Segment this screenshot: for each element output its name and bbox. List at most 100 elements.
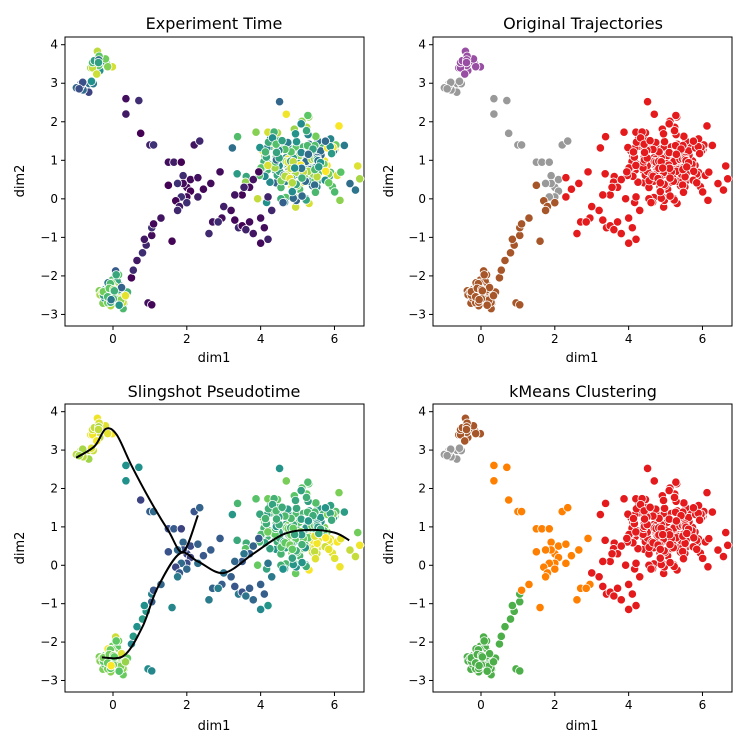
data-point (665, 173, 675, 183)
data-point (172, 205, 183, 215)
data-point (297, 191, 307, 201)
data-point (561, 192, 571, 202)
data-point (671, 149, 681, 159)
plot-area: 0 2 4 6 −3 −2 −1 0 1 2 3 4 (40, 38, 365, 346)
y-tick-label: 2 (418, 481, 426, 495)
data-point (631, 558, 641, 568)
data-point (297, 540, 307, 550)
data-point (619, 494, 629, 504)
data-point (631, 192, 641, 202)
data-point (311, 498, 321, 508)
data-point (489, 94, 499, 104)
data-point (271, 514, 282, 524)
data-point (655, 178, 665, 188)
data-point (93, 424, 104, 435)
data-point (287, 544, 297, 554)
data-point (345, 179, 355, 189)
data-point (291, 503, 302, 513)
data-point (678, 554, 689, 564)
data-point (114, 666, 124, 676)
data-point (616, 228, 626, 239)
data-point (627, 223, 637, 233)
data-point (442, 451, 452, 461)
plot-frame (64, 36, 365, 327)
data-point (278, 198, 288, 208)
data-point (474, 295, 484, 305)
data-point (93, 58, 104, 68)
y-tick-label: 4 (50, 405, 58, 419)
data-point (206, 178, 216, 189)
data-point (505, 248, 516, 258)
data-point (688, 136, 699, 146)
data-point (330, 553, 340, 563)
data-point (136, 128, 146, 138)
data-point (355, 540, 365, 550)
data-point (595, 509, 605, 520)
data-point (287, 553, 297, 563)
data-point (631, 160, 641, 170)
y-tick-label: 4 (418, 405, 426, 419)
plot-area: 0 2 4 6 −3 −2 −1 0 1 2 3 4 (408, 405, 733, 712)
data-point (688, 503, 699, 513)
data-point (631, 600, 641, 611)
data-point (479, 636, 489, 646)
data-point (609, 591, 619, 601)
principal-curve (101, 528, 350, 660)
data-point (103, 62, 113, 72)
y-tick-label: 4 (418, 38, 426, 52)
data-point (147, 666, 157, 676)
data-point (230, 215, 240, 225)
data-point (695, 148, 705, 159)
y-tick-label: 4 (50, 38, 58, 52)
data-point (460, 69, 470, 79)
panel-slingshot-pseudotime: Slingshot Pseudotime 0 2 4 6 −3 −2 −1 0 1 2 3 4 dim… (13, 382, 365, 734)
y-tick-label: −1 (408, 230, 426, 244)
data-point (156, 213, 166, 223)
data-point (244, 583, 255, 593)
data-point (587, 568, 597, 578)
data-point (136, 495, 146, 505)
data-point (350, 185, 361, 195)
data-point (226, 572, 236, 582)
data-point (535, 602, 545, 613)
data-point (500, 622, 510, 632)
data-point (616, 541, 626, 551)
data-point (703, 562, 713, 572)
y-tick-label: −2 (40, 635, 58, 649)
data-point (598, 190, 608, 200)
data-point (707, 140, 717, 151)
data-point (287, 187, 297, 197)
data-point (198, 184, 209, 194)
plot-frame (64, 403, 365, 693)
data-point (482, 666, 492, 676)
data-point (658, 163, 668, 173)
data-point (256, 213, 266, 223)
y-tick-label: 1 (418, 520, 426, 534)
data-point (658, 129, 669, 139)
data-point (507, 234, 517, 244)
data-point (544, 157, 554, 167)
data-point (488, 291, 499, 301)
panel-original-trajectories: Original Trajectories 0 2 4 6 −3 −2 −1 0 1 2 3 4 di… (382, 14, 733, 366)
data-point (120, 291, 131, 301)
data-point (336, 167, 346, 177)
data-point (206, 545, 216, 555)
plot-frame (432, 36, 733, 327)
data-point (120, 657, 131, 667)
data-point (721, 527, 731, 538)
data-point (109, 286, 119, 296)
data-point (287, 178, 297, 188)
y-tick-label: −1 (40, 230, 58, 244)
x-axis-label: dim1 (198, 351, 231, 366)
data-point (339, 507, 349, 517)
data-point (259, 223, 269, 233)
data-point (504, 128, 514, 138)
data-point (713, 179, 723, 189)
data-point (704, 534, 714, 544)
y-tick-label: 1 (50, 520, 58, 534)
data-point (678, 187, 689, 197)
y-tick-label: 0 (418, 558, 426, 572)
data-point (277, 136, 287, 146)
x-tick-label: 2 (551, 698, 559, 712)
data-point (524, 213, 534, 223)
